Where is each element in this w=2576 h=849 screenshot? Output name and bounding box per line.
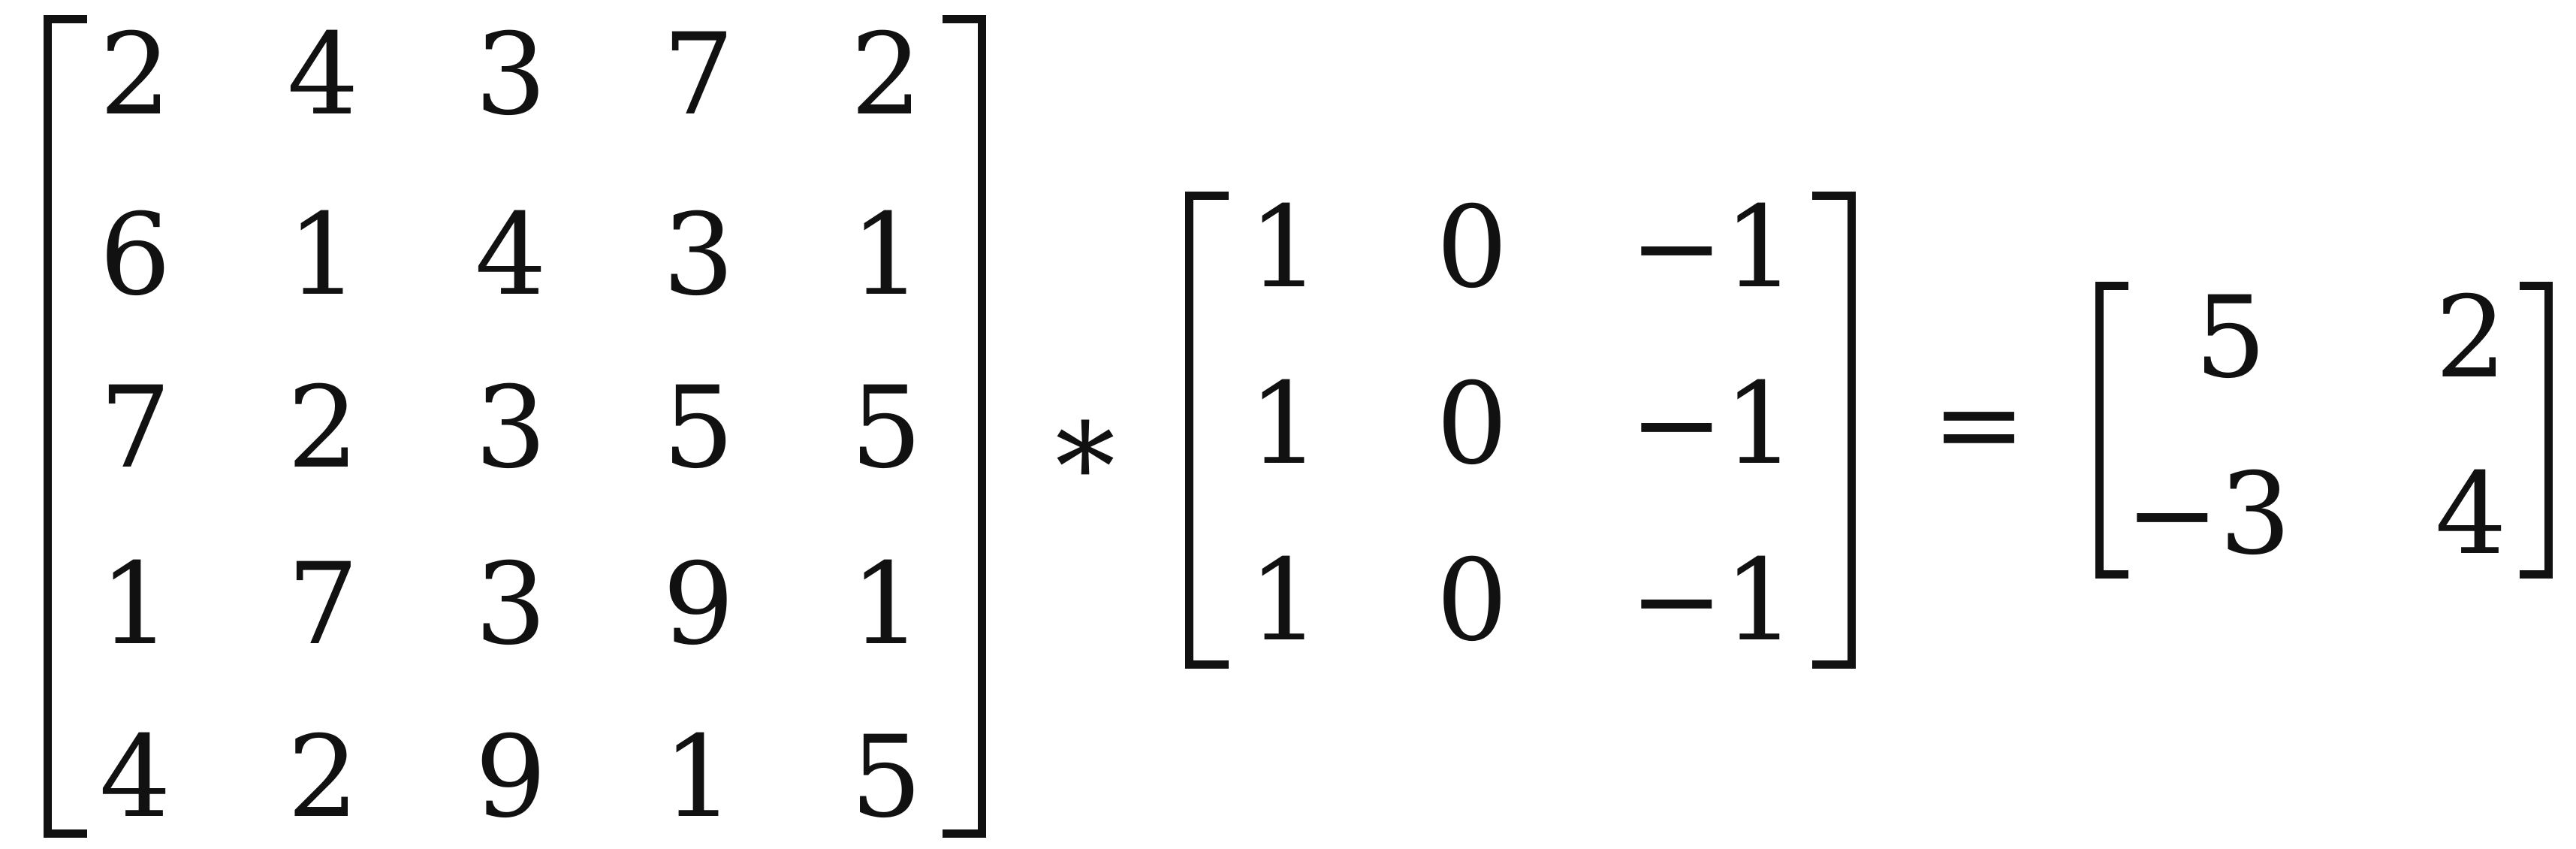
- matrix-cell: 4: [475, 190, 547, 321]
- input-matrix-right-bracket: [943, 15, 986, 838]
- matrix-cell: −1: [1629, 359, 1796, 490]
- matrix-cell: −3: [2125, 449, 2291, 580]
- matrix-cell: 2: [99, 10, 171, 140]
- matrix-cell: 6: [99, 190, 171, 321]
- matrix-cell: 4: [287, 10, 359, 140]
- matrix-cell: 5: [662, 363, 734, 494]
- matrix-cell: 7: [287, 539, 359, 670]
- matrix-cell: 7: [662, 10, 734, 140]
- matrix-cell: 1: [1248, 359, 1320, 490]
- matrix-cell: 5: [850, 712, 922, 843]
- convolution-operator: ∗: [1044, 373, 1127, 513]
- matrix-cell: 0: [1436, 183, 1508, 313]
- matrix-cell: −1: [1629, 536, 1796, 666]
- matrix-cell: 4: [99, 712, 171, 843]
- kernel-matrix-right-bracket: [1812, 192, 1856, 669]
- matrix-cell: 9: [662, 539, 734, 670]
- matrix-cell: 1: [99, 539, 171, 670]
- input-matrix-left-bracket: [44, 15, 87, 838]
- matrix-cell: 2: [2435, 273, 2507, 403]
- matrix-cell: 7: [99, 363, 171, 494]
- matrix-cell: 1: [287, 190, 359, 321]
- matrix-cell: 1: [850, 190, 922, 321]
- matrix-cell: 5: [850, 363, 922, 494]
- matrix-cell: 0: [1436, 359, 1508, 490]
- matrix-cell: 4: [2435, 449, 2507, 580]
- matrix-cell: 1: [1248, 183, 1320, 313]
- matrix-cell: 2: [287, 363, 359, 494]
- matrix-cell: 3: [475, 363, 547, 494]
- matrix-cell: 3: [475, 539, 547, 670]
- result-matrix-right-bracket: [2520, 282, 2553, 579]
- matrix-cell: −1: [1629, 183, 1796, 313]
- matrix-cell: 9: [475, 712, 547, 843]
- matrix-cell: 1: [662, 712, 734, 843]
- kernel-matrix-left-bracket: [1185, 192, 1229, 669]
- matrix-cell: 0: [1436, 536, 1508, 666]
- matrix-cell: 1: [850, 539, 922, 670]
- matrix-cell: 5: [2194, 273, 2267, 403]
- matrix-cell: 1: [1248, 536, 1320, 666]
- matrix-cell: 2: [850, 10, 922, 140]
- matrix-cell: 2: [287, 712, 359, 843]
- matrix-cell: 3: [662, 190, 734, 321]
- equals-sign: =: [1932, 359, 2026, 490]
- result-matrix-left-bracket: [2095, 282, 2128, 579]
- matrix-cell: 3: [475, 10, 547, 140]
